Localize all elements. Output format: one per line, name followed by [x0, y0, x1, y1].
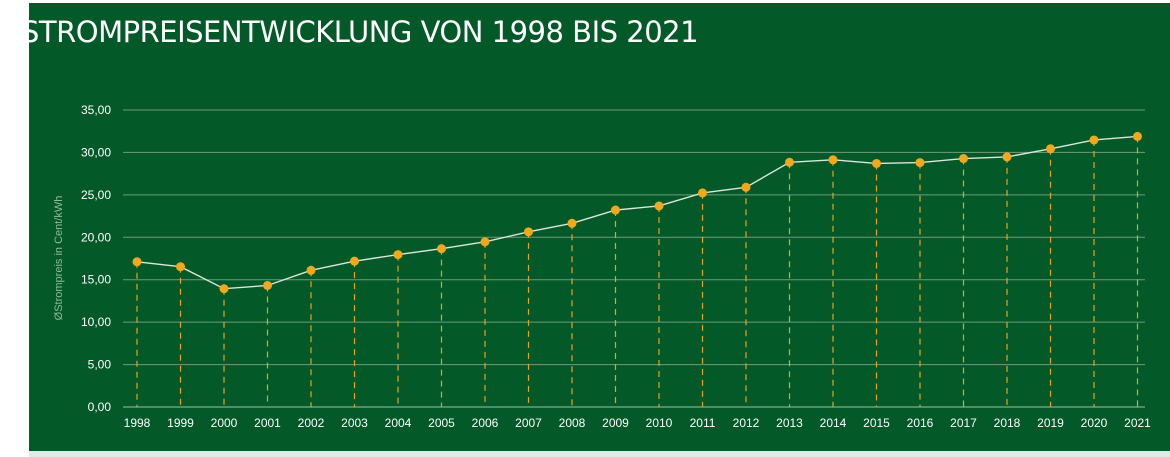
y-tick-label: 20,00	[81, 230, 111, 244]
data-point	[567, 218, 577, 228]
data-point	[263, 280, 272, 290]
x-tick-label: 2001	[254, 416, 281, 430]
x-tick-label: 2014	[820, 416, 847, 430]
data-point	[654, 201, 664, 211]
data-point	[350, 256, 359, 266]
x-tick-label: 2009	[602, 416, 629, 430]
x-tick-label: 2005	[428, 416, 455, 430]
y-tick-label: 0,00	[88, 400, 112, 414]
data-point	[306, 265, 316, 275]
y-axis-title: ØStrompreis in Cent/kWh	[53, 196, 65, 321]
data-point	[524, 227, 533, 237]
data-point	[1089, 135, 1099, 145]
data-point	[698, 188, 707, 198]
data-point	[480, 237, 490, 247]
data-point	[872, 158, 881, 168]
y-tick-label: 25,00	[81, 188, 111, 202]
chart-panel	[29, 3, 1170, 451]
series-line	[136, 135, 1138, 290]
data-point	[828, 155, 838, 165]
x-tick-label: 2021	[1124, 416, 1151, 430]
y-tick-label: 15,00	[81, 273, 111, 287]
y-tick-label: 5,00	[88, 358, 112, 372]
x-tick-label: 1998	[124, 416, 151, 430]
x-tick-label: 2003	[341, 416, 368, 430]
bottom-strip	[29, 451, 1170, 457]
x-tick-label: 2002	[298, 416, 325, 430]
x-tick-label: 2004	[385, 416, 412, 430]
x-tick-label: 2010	[646, 416, 673, 430]
data-point	[959, 154, 968, 164]
chart-title: STROMPREISENTWICKLUNG VON 1998 BIS 2021	[21, 15, 699, 49]
data-point	[741, 182, 751, 192]
y-tick-label: 35,00	[81, 103, 111, 117]
data-point	[1002, 152, 1012, 162]
data-point	[132, 257, 142, 267]
data-point	[785, 157, 794, 167]
data-point	[437, 244, 446, 254]
x-tick-label: 2007	[515, 416, 542, 430]
data-point	[1046, 144, 1055, 154]
x-tick-label: 2000	[211, 416, 238, 430]
x-tick-label: 2006	[472, 416, 499, 430]
x-tick-label: 2017	[950, 416, 977, 430]
x-tick-label: 2018	[994, 416, 1021, 430]
x-tick-label: 2019	[1037, 416, 1064, 430]
x-tick-label: 2020	[1081, 416, 1108, 430]
data-point	[611, 205, 620, 215]
y-axis-ticks: 0,00 5,00 10,00 15,00 20,00 25,00 30,00 35,00	[81, 103, 111, 414]
x-tick-label: 2008	[559, 416, 586, 430]
x-tick-label: 2012	[733, 416, 760, 430]
y-tick-label: 10,00	[81, 315, 111, 329]
data-point	[176, 262, 185, 272]
data-points	[132, 131, 1142, 294]
x-tick-label: 1999	[167, 416, 194, 430]
x-tick-label: 2016	[907, 416, 934, 430]
data-point	[219, 284, 229, 294]
gridlines	[123, 109, 1145, 408]
x-tick-label: 2013	[776, 416, 803, 430]
data-point	[393, 250, 403, 260]
series-line-path	[136, 135, 1138, 290]
y-tick-label: 30,00	[81, 145, 111, 159]
data-point	[915, 158, 925, 168]
x-axis-ticks: 1998 1999 2000 2001 2002 2003 2004 2005 2006 2007…	[124, 416, 1152, 430]
x-tick-label: 2015	[863, 416, 890, 430]
drop-lines	[136, 136, 1139, 407]
x-tick-label: 2011	[690, 416, 716, 430]
data-point	[1133, 131, 1142, 141]
